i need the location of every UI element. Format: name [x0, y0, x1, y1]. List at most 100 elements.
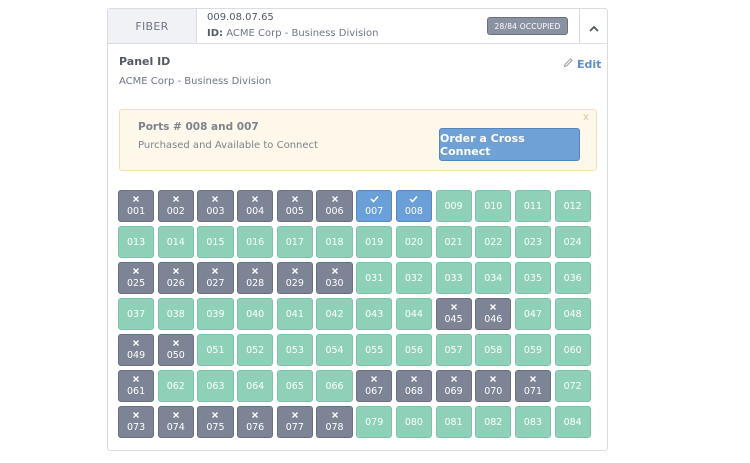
port-058[interactable]: 058: [475, 334, 512, 366]
port-011[interactable]: 011: [514, 190, 552, 222]
port-071[interactable]: 071: [514, 370, 552, 402]
close-x-icon: [132, 267, 140, 278]
panel-id-key: ID:: [207, 28, 224, 39]
port-010[interactable]: 010: [475, 190, 512, 222]
port-004[interactable]: 004: [237, 190, 274, 222]
port-059[interactable]: 059: [514, 334, 552, 366]
port-027[interactable]: 027: [197, 262, 234, 294]
port-033[interactable]: 033: [435, 262, 472, 294]
port-049[interactable]: 049: [118, 334, 155, 366]
port-006[interactable]: 006: [316, 190, 353, 222]
port-052[interactable]: 052: [237, 334, 274, 366]
port-081[interactable]: 081: [435, 406, 472, 438]
port-045[interactable]: 045: [435, 298, 472, 330]
port-009[interactable]: 009: [435, 190, 472, 222]
port-050[interactable]: 050: [157, 334, 194, 366]
port-024[interactable]: 024: [554, 226, 591, 258]
port-036[interactable]: 036: [554, 262, 591, 294]
port-044[interactable]: 044: [395, 298, 432, 330]
port-022[interactable]: 022: [475, 226, 512, 258]
port-073[interactable]: 073: [118, 406, 155, 438]
port-065[interactable]: 065: [276, 370, 313, 402]
port-021[interactable]: 021: [435, 226, 472, 258]
port-038[interactable]: 038: [157, 298, 194, 330]
port-069[interactable]: 069: [435, 370, 472, 402]
port-078[interactable]: 078: [316, 406, 353, 438]
port-056[interactable]: 056: [395, 334, 432, 366]
port-072[interactable]: 072: [554, 370, 591, 402]
port-060[interactable]: 060: [554, 334, 591, 366]
port-031[interactable]: 031: [356, 262, 393, 294]
port-079[interactable]: 079: [356, 406, 393, 438]
port-043[interactable]: 043: [356, 298, 393, 330]
port-025[interactable]: 025: [118, 262, 155, 294]
port-023[interactable]: 023: [514, 226, 552, 258]
port-026[interactable]: 026: [157, 262, 194, 294]
close-x-icon: [489, 375, 497, 386]
port-040[interactable]: 040: [237, 298, 274, 330]
port-008[interactable]: 008: [395, 190, 432, 222]
port-034[interactable]: 034: [475, 262, 512, 294]
port-066[interactable]: 066: [316, 370, 353, 402]
port-057[interactable]: 057: [435, 334, 472, 366]
port-label: 050: [166, 350, 185, 361]
port-001[interactable]: 001: [118, 190, 155, 222]
port-label: 070: [484, 386, 503, 397]
port-label: 054: [325, 344, 344, 356]
port-039[interactable]: 039: [197, 298, 234, 330]
port-076[interactable]: 076: [237, 406, 274, 438]
port-070[interactable]: 070: [475, 370, 512, 402]
port-label: 002: [166, 206, 185, 217]
order-cross-connect-button[interactable]: Order a Cross Connect: [439, 128, 580, 161]
port-077[interactable]: 077: [276, 406, 313, 438]
port-020[interactable]: 020: [395, 226, 432, 258]
port-047[interactable]: 047: [514, 298, 552, 330]
port-019[interactable]: 019: [356, 226, 393, 258]
panel-header: FIBER 009.08.07.65 ID: ACME Corp - Busin…: [108, 9, 607, 44]
port-083[interactable]: 083: [514, 406, 552, 438]
port-003[interactable]: 003: [197, 190, 234, 222]
port-002[interactable]: 002: [157, 190, 194, 222]
port-075[interactable]: 075: [197, 406, 234, 438]
edit-link[interactable]: Edit: [563, 57, 601, 71]
port-064[interactable]: 064: [237, 370, 274, 402]
port-042[interactable]: 042: [316, 298, 353, 330]
port-055[interactable]: 055: [356, 334, 393, 366]
port-074[interactable]: 074: [157, 406, 194, 438]
port-013[interactable]: 013: [118, 226, 155, 258]
port-015[interactable]: 015: [197, 226, 234, 258]
port-032[interactable]: 032: [395, 262, 432, 294]
port-014[interactable]: 014: [157, 226, 194, 258]
port-048[interactable]: 048: [554, 298, 591, 330]
port-068[interactable]: 068: [395, 370, 432, 402]
port-061[interactable]: 061: [118, 370, 155, 402]
port-012[interactable]: 012: [554, 190, 591, 222]
port-054[interactable]: 054: [316, 334, 353, 366]
port-063[interactable]: 063: [197, 370, 234, 402]
port-028[interactable]: 028: [237, 262, 274, 294]
panel-type-tab[interactable]: FIBER: [108, 9, 197, 43]
port-062[interactable]: 062: [157, 370, 194, 402]
port-016[interactable]: 016: [237, 226, 274, 258]
port-017[interactable]: 017: [276, 226, 313, 258]
port-label: 083: [523, 416, 543, 428]
port-035[interactable]: 035: [514, 262, 552, 294]
port-037[interactable]: 037: [118, 298, 155, 330]
port-018[interactable]: 018: [316, 226, 353, 258]
notice-close-button[interactable]: x: [583, 112, 589, 123]
port-030[interactable]: 030: [316, 262, 353, 294]
port-053[interactable]: 053: [276, 334, 313, 366]
port-005[interactable]: 005: [276, 190, 313, 222]
port-label: 035: [523, 272, 543, 284]
port-029[interactable]: 029: [276, 262, 313, 294]
port-046[interactable]: 046: [475, 298, 512, 330]
port-080[interactable]: 080: [395, 406, 432, 438]
port-051[interactable]: 051: [197, 334, 234, 366]
port-041[interactable]: 041: [276, 298, 313, 330]
port-067[interactable]: 067: [356, 370, 393, 402]
collapse-button[interactable]: [579, 9, 608, 43]
port-007[interactable]: 007: [356, 190, 393, 222]
port-082[interactable]: 082: [475, 406, 512, 438]
checkmark-icon: [409, 195, 418, 206]
port-084[interactable]: 084: [554, 406, 591, 438]
